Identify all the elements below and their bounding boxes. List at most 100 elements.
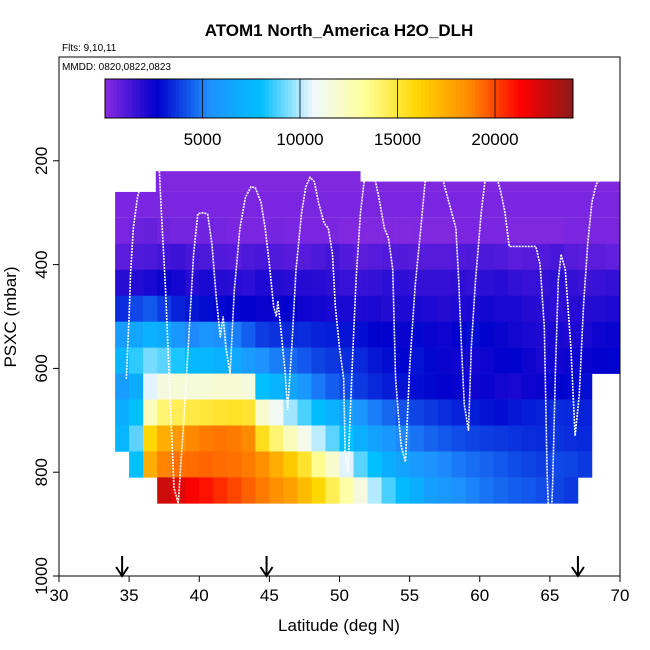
heatmap-cell (255, 243, 270, 271)
heatmap-cell (171, 269, 186, 297)
heatmap-cell (479, 269, 495, 297)
heatmap-cell (199, 295, 214, 322)
heatmap-cell (297, 399, 312, 426)
heatmap-cell (535, 477, 551, 504)
heatmap-cell (549, 321, 565, 348)
heatmap-cell (423, 373, 438, 400)
heatmap-cell (185, 373, 200, 400)
heatmap-cell (339, 217, 354, 245)
heatmap-cell (395, 321, 410, 348)
heatmap-cell (311, 399, 326, 426)
heatmap-cell (171, 347, 186, 374)
heatmap-cell (241, 243, 256, 271)
colorbar-swatch (186, 79, 192, 118)
heatmap-cell (143, 347, 158, 374)
heatmap-cell (409, 243, 424, 271)
colorbar-swatch (475, 79, 480, 118)
heatmap-cell (367, 243, 382, 271)
colorbar-swatch (108, 79, 114, 118)
heatmap-cell (521, 321, 537, 348)
heatmap-cell (381, 425, 396, 452)
colorbar-swatch (487, 79, 492, 118)
colorbar-swatch (183, 79, 188, 118)
y-axis-label: PSXC (mbar) (1, 266, 20, 367)
colorbar-swatch (378, 79, 383, 118)
x-axis: 30 35 40 45 50 55 60 65 70 (50, 576, 629, 605)
heatmap-cell (367, 451, 382, 478)
heatmap-cell (507, 451, 523, 478)
heatmap-cell (129, 243, 144, 271)
heatmap-cell (395, 217, 410, 245)
x-tick-label: 65 (540, 586, 559, 605)
colorbar-swatch (428, 79, 433, 118)
colorbar-swatch (452, 79, 457, 118)
colorbar-swatch (233, 79, 238, 118)
heatmap-cell (339, 321, 354, 348)
heatmap-cell (115, 217, 130, 245)
heatmap-cell (255, 425, 270, 452)
heatmap-cell (521, 399, 537, 426)
x-tick-label: 35 (120, 586, 139, 605)
heatmap-cell (507, 425, 523, 452)
y-axis: 200 400 600 800 1000 (32, 147, 59, 595)
x-tick-label: 30 (50, 586, 69, 605)
heatmap-cell (353, 373, 368, 400)
heatmap-cell (591, 347, 607, 374)
heatmap-cell (479, 321, 495, 348)
heatmap-cell (213, 295, 228, 322)
heatmap-cell (185, 347, 200, 374)
colorbar-swatch (537, 79, 543, 118)
colorbar-swatch (163, 79, 168, 118)
heatmap-cell (563, 243, 579, 271)
colorbar-swatch (155, 79, 160, 118)
colorbar-swatch (319, 79, 324, 118)
colorbar-swatch (261, 79, 266, 118)
heatmap-cell (255, 373, 270, 400)
heatmap-cell (591, 243, 607, 271)
heatmap-cell (241, 217, 256, 245)
colorbar-swatch (179, 79, 184, 118)
heatmap-cell (493, 477, 509, 504)
heatmap-cell (353, 477, 368, 504)
colorbar-swatch (140, 79, 145, 118)
heatmap-cell (325, 269, 340, 297)
heatmap-cell (283, 399, 298, 426)
heatmap-cell (227, 321, 242, 348)
heatmap-cell (311, 373, 326, 400)
heatmap-cell (395, 269, 410, 297)
colorbar-swatch (237, 79, 242, 118)
colorbar-swatch (120, 79, 125, 118)
colorbar-frame (104, 78, 574, 119)
colorbar-swatch (389, 79, 394, 118)
heatmap-cell (269, 243, 284, 271)
y-tick-label: 600 (32, 354, 51, 382)
colorbar-swatch (245, 79, 250, 118)
heatmap-cell (521, 451, 537, 478)
heatmap-cell (297, 347, 312, 374)
colorbar-swatch (483, 79, 488, 118)
heatmap-cell (563, 295, 579, 322)
heatmap-cell (437, 399, 452, 426)
heatmap-cell (535, 373, 551, 400)
colorbar-swatch (214, 79, 219, 118)
colorbar-swatch (534, 79, 539, 118)
heatmap-cell (367, 269, 382, 297)
heatmap-cell (395, 373, 410, 400)
colorbar-swatch (530, 79, 535, 118)
heatmap-cell (129, 399, 144, 426)
colorbar-swatch (284, 79, 289, 118)
heatmap-cell (129, 269, 144, 297)
heatmap-cell (241, 373, 256, 400)
heatmap-cell (577, 425, 593, 452)
colorbar-swatch (557, 79, 562, 118)
heatmap-cell (409, 399, 424, 426)
heatmap-cell (171, 243, 186, 271)
heatmap-cell (605, 243, 621, 271)
heatmap-cell (269, 425, 284, 452)
heatmap-cell (241, 399, 256, 426)
heatmap-cell (549, 399, 565, 426)
heatmap-cell (605, 347, 621, 374)
colorbar-swatch (288, 79, 293, 118)
heatmap-cell (479, 399, 495, 426)
colorbar-swatch (374, 79, 379, 118)
